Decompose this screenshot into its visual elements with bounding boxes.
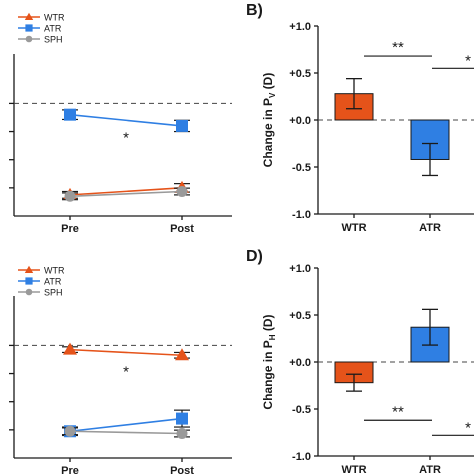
panel-letter: D) <box>246 248 263 265</box>
series-atr <box>62 108 190 133</box>
series-line <box>69 190 183 198</box>
legend-label: WTR <box>44 266 65 276</box>
y-tick-label: +0.0 <box>289 115 311 127</box>
series-line <box>69 113 183 127</box>
series-sph <box>62 425 190 440</box>
y-label-main: Change in P <box>261 98 275 167</box>
panel-b: B) +1.0 +0.5 +0.0 -0.5 -1.0 Change in PV (D) WT… <box>246 2 474 234</box>
data-point <box>63 342 77 355</box>
legend-label: SPH <box>44 35 63 45</box>
legend-marker <box>25 288 33 296</box>
data-point <box>64 108 76 121</box>
y-tick-label: +0.5 <box>289 310 311 322</box>
legend-label: ATR <box>44 24 62 34</box>
y-tick-label: -1.0 <box>292 451 311 463</box>
legend-symbol <box>24 265 34 273</box>
y-tick-label: +0.0 <box>289 357 311 369</box>
y-tick-label: +1.0 <box>289 21 311 33</box>
series-line <box>69 348 183 357</box>
y-label-main: Change in P <box>261 340 275 409</box>
x-tick-label: Pre <box>61 465 79 474</box>
legend-label: ATR <box>44 277 62 287</box>
y-label-unit: (D) <box>261 73 275 93</box>
series-line <box>69 187 183 196</box>
legend-symbol <box>25 35 33 43</box>
legend-symbol <box>25 288 33 296</box>
y-label-subscript: H <box>268 334 277 340</box>
series-wtr <box>62 180 190 200</box>
legend-symbol <box>25 277 33 285</box>
x-tick-label: Post <box>170 465 194 474</box>
y-axis-label: Change in PH (D) <box>261 314 277 409</box>
y-tick-label: -0.5 <box>292 404 311 416</box>
y-label-subscript: V <box>268 92 277 98</box>
panel-d: D) +1.0 +0.5 +0.0 -0.5 -1.0 Change in PH (D) WT… <box>246 248 474 474</box>
legend-symbol <box>25 24 33 32</box>
series-line <box>69 417 183 433</box>
bar-atr <box>410 119 450 177</box>
legend-label: WTR <box>44 13 65 23</box>
bar-wtr <box>334 77 374 121</box>
significance-marker: ** <box>392 403 404 420</box>
data-point <box>176 119 188 132</box>
series-wtr <box>62 342 190 361</box>
x-tick-label: Post <box>170 223 194 235</box>
significance-marker: ** <box>392 39 404 56</box>
x-tick-label: Pre <box>61 223 79 235</box>
data-point <box>176 186 188 198</box>
data-point <box>175 348 189 361</box>
legend-symbol <box>24 12 34 20</box>
x-tick-label: WTR <box>341 222 366 234</box>
legend-marker <box>24 12 34 20</box>
legend-marker <box>24 265 34 273</box>
x-tick-label: WTR <box>341 464 366 474</box>
panel-letter: B) <box>246 2 263 19</box>
data-point <box>176 412 188 425</box>
bar-atr <box>410 308 450 363</box>
significance-marker: * <box>465 419 471 436</box>
data-point <box>64 190 76 202</box>
legend-marker <box>25 277 33 285</box>
y-axis-label: Change in PV (D) <box>261 73 277 168</box>
y-tick-label: +1.0 <box>289 263 311 275</box>
data-point <box>64 425 76 437</box>
legend-marker <box>25 35 33 43</box>
y-tick-label: -1.0 <box>292 209 311 221</box>
x-tick-label: ATR <box>419 464 441 474</box>
series-line <box>69 430 183 435</box>
legend-marker <box>25 24 33 32</box>
legend-label: SPH <box>44 288 63 298</box>
significance-marker: * <box>123 363 129 380</box>
y-tick-label: +0.5 <box>289 68 311 80</box>
series-sph <box>62 186 190 202</box>
significance-marker: * <box>465 52 471 69</box>
y-tick-label: -0.5 <box>292 162 311 174</box>
x-tick-label: ATR <box>419 222 441 234</box>
significance-marker: * <box>123 129 129 146</box>
data-point <box>176 428 188 440</box>
bar-wtr <box>334 361 374 392</box>
y-label-unit: (D) <box>261 314 275 334</box>
